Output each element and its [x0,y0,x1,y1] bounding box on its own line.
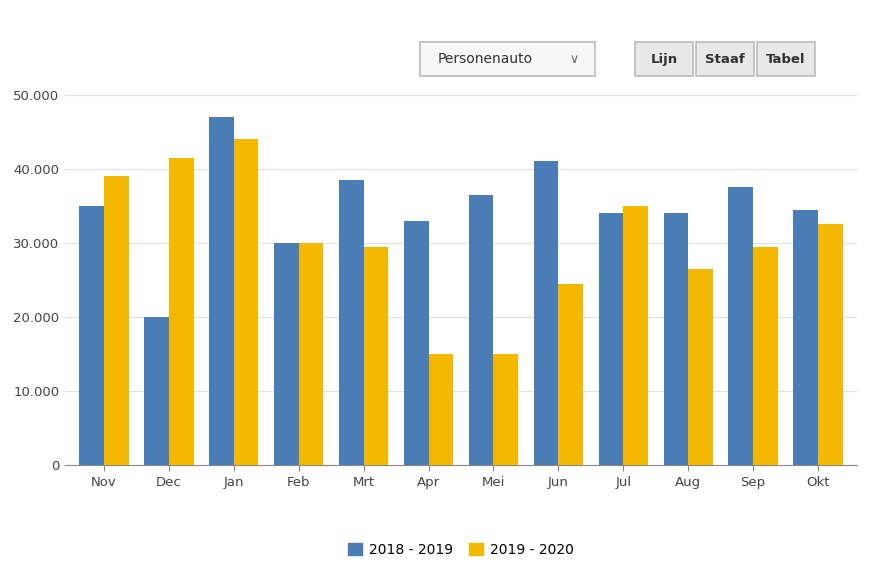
FancyBboxPatch shape [696,42,754,76]
Bar [818,224,843,465]
Text: ∨: ∨ [569,53,579,66]
Bar [753,246,778,465]
Bar [599,213,623,465]
Bar [234,139,258,465]
Bar [339,180,363,465]
Bar [468,195,494,465]
Text: Tabel: Tabel [766,53,806,66]
Bar [793,210,818,465]
Bar [404,221,428,465]
Bar [209,117,234,465]
Bar [559,284,583,465]
FancyBboxPatch shape [635,42,693,76]
Bar [534,162,559,465]
Legend: 2018 - 2019, 2019 - 2020: 2018 - 2019, 2019 - 2020 [342,537,580,563]
Bar [104,176,129,465]
Bar [428,354,454,465]
Text: ↻: ↻ [843,10,858,28]
Bar [363,246,388,465]
Text: Lijn: Lijn [650,53,678,66]
Bar [728,188,753,465]
Bar [144,317,169,465]
FancyBboxPatch shape [757,42,815,76]
Text: Personenauto: Personenauto [437,53,533,66]
Bar [299,243,323,465]
Bar [79,206,104,465]
Bar [169,158,194,465]
Bar [494,354,518,465]
FancyBboxPatch shape [420,42,595,76]
Bar [688,269,713,465]
Bar [274,243,299,465]
Text: Staaf: Staaf [705,53,745,66]
Bar [664,213,688,465]
Bar [623,206,648,465]
Text: Verkopen nieuw laatste 12 maanden: Verkopen nieuw laatste 12 maanden [11,10,316,28]
